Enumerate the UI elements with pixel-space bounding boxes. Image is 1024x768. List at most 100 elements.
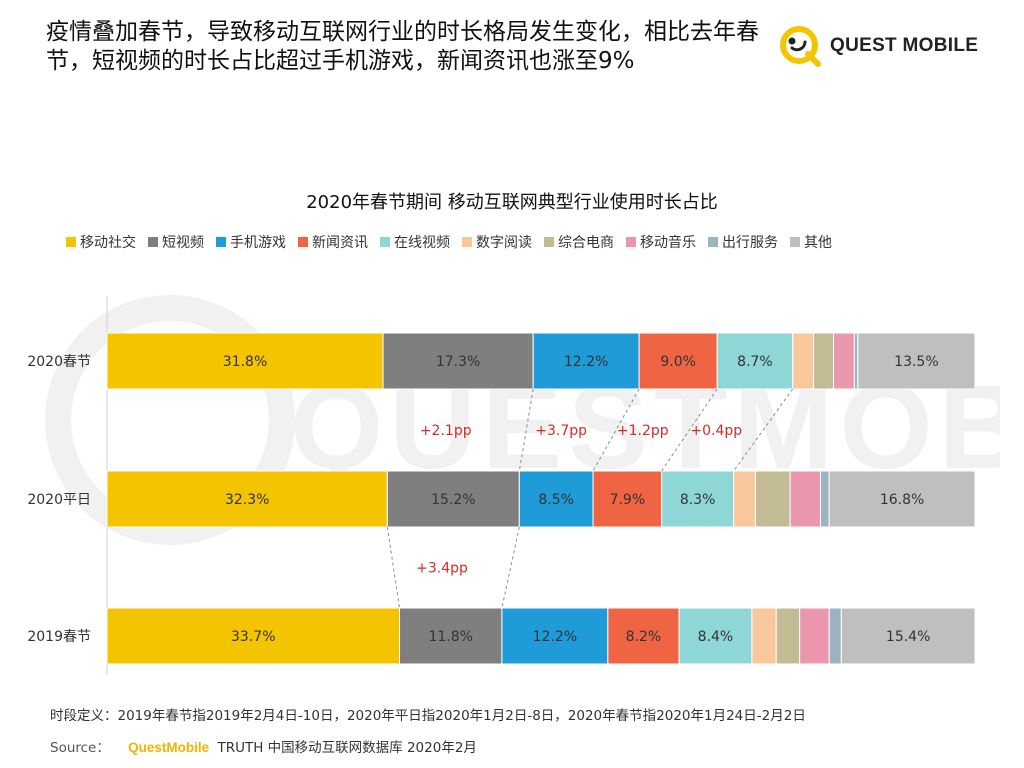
annotation-1: +3.7pp [535,423,587,439]
legend-item-7: 移动音乐 [626,232,696,252]
category-label-1: 2020平日 [27,492,91,508]
bar-1-4 [661,470,735,528]
quest-mobile-logo: QUEST MOBILE [778,20,978,72]
category-label-0: 2020春节 [27,354,91,370]
legend-swatch-2 [216,237,226,247]
bar-1-9 [828,470,976,528]
legend-swatch-8 [708,237,718,247]
bar-2-0 [106,607,401,665]
bar-label-0-4: 8.7% [737,354,773,370]
legend-swatch-0 [66,237,76,247]
bar-label-2-1: 11.8% [428,629,472,645]
annotation-0: +2.1pp [420,423,472,439]
bar-2-8 [828,607,842,665]
annotation-4: +3.4pp [416,561,468,577]
bar-1-1 [386,470,520,528]
legend-item-5: 数字阅读 [462,232,532,252]
legend-item-4: 在线视频 [380,232,450,252]
source-label: Source： [50,740,110,756]
source-brand: QuestMobile [128,740,210,755]
legend-item-3: 新闻资讯 [298,232,368,252]
legend-item-9: 其他 [790,232,832,252]
bar-2-3 [607,607,680,665]
bar-label-1-3: 7.9% [610,492,646,508]
bar-1-6 [754,470,791,528]
legend-swatch-4 [380,237,390,247]
legend-swatch-1 [148,237,158,247]
legend-swatch-5 [462,237,472,247]
bar-2-9 [840,607,976,665]
bar-label-1-2: 8.5% [538,492,574,508]
chart-legend: 移动社交 短视频 手机游戏 新闻资讯 在线视频 数字阅读 综合电商 移动音乐 出行服务 其他 [66,232,844,252]
bar-label-2-9: 15.4% [886,629,930,645]
legend-item-6: 综合电商 [544,232,614,252]
bar-2-5 [751,607,777,665]
legend-label-0: 移动社交 [80,235,136,251]
bar-label-1-9: 16.8% [880,492,924,508]
bar-label-1-0: 32.3% [225,492,269,508]
bar-0-7 [833,332,855,390]
bar-0-6 [813,332,835,390]
bar-label-0-0: 31.8% [223,354,267,370]
bar-1-0 [106,470,388,528]
footnote: 时段定义：2019年春节指2019年2月4日-10日，2020年平日指2020年… [50,708,806,724]
legend-label-1: 短视频 [162,235,204,251]
connector-0-5 [733,388,794,472]
annotation-2: +1.2pp [617,423,669,439]
bar-2-6 [775,607,801,665]
bar-label-2-2: 12.2% [533,629,577,645]
connector-0-3 [592,388,640,472]
bar-1-3 [592,470,663,528]
legend-item-8: 出行服务 [708,232,778,252]
bar-0-2 [532,332,640,390]
annotation-3: +0.4pp [690,423,742,439]
connector-1-1 [386,526,401,609]
bar-2-4 [678,607,753,665]
source-line: Source： QuestMobile TRUTH 中国移动互联网数据库 202… [50,736,477,756]
legend-item-2: 手机游戏 [216,232,286,252]
bar-label-0-1: 17.3% [436,354,480,370]
legend-label-3: 新闻资讯 [312,235,368,251]
legend-label-8: 出行服务 [722,235,778,251]
legend-label-6: 综合电商 [558,235,614,251]
legend-swatch-7 [626,237,636,247]
bar-0-8 [853,332,859,390]
legend-label-5: 数字阅读 [476,235,532,251]
legend-label-7: 移动音乐 [640,235,696,251]
bar-1-2 [518,470,594,528]
legend-label-9: 其他 [804,235,832,251]
legend-item-1: 短视频 [148,232,204,252]
connector-0-4 [661,388,718,472]
bar-1-7 [789,470,821,528]
bar-label-1-4: 8.3% [680,492,716,508]
legend-swatch-3 [298,237,308,247]
legend-swatch-6 [544,237,554,247]
logo-icon [780,26,821,67]
legend-item-0: 移动社交 [66,232,136,252]
bar-2-2 [501,607,609,665]
bar-label-1-1: 15.2% [431,492,475,508]
bar-label-2-0: 33.7% [231,629,275,645]
bar-0-1 [382,332,534,390]
legend-label-4: 在线视频 [394,235,450,251]
category-label-2: 2019春节 [27,629,91,645]
stacked-bar-chart: 2020春节 31.8% 17.3% 12.2% 9.0% 8.7% 13.5% 2020平日… [27,296,976,675]
bar-label-0-9: 13.5% [894,354,938,370]
bar-2-1 [399,607,503,665]
bar-label-0-3: 9.0% [660,354,696,370]
bar-0-9 [857,332,976,390]
page-headline: 疫情叠加春节，导致移动互联网行业的时长格局发生变化，相比去年春节，短视频的时长占… [46,19,759,74]
bar-1-5 [733,470,756,528]
bar-label-0-2: 12.2% [564,354,608,370]
connector-0-2 [518,388,534,472]
bar-0-4 [716,332,794,390]
bar-0-5 [792,332,815,390]
logo-text: QUEST MOBILE [830,35,979,56]
bar-2-7 [799,607,830,665]
bar-0-0 [106,332,384,390]
legend-swatch-9 [790,237,800,247]
chart-title: 2020年春节期间 移动互联网典型行业使用时长占比 [306,192,718,213]
source-text: TRUTH 中国移动互联网数据库 2020年2月 [217,740,477,756]
bar-label-2-4: 8.4% [698,629,734,645]
bar-label-2-3: 8.2% [626,629,662,645]
